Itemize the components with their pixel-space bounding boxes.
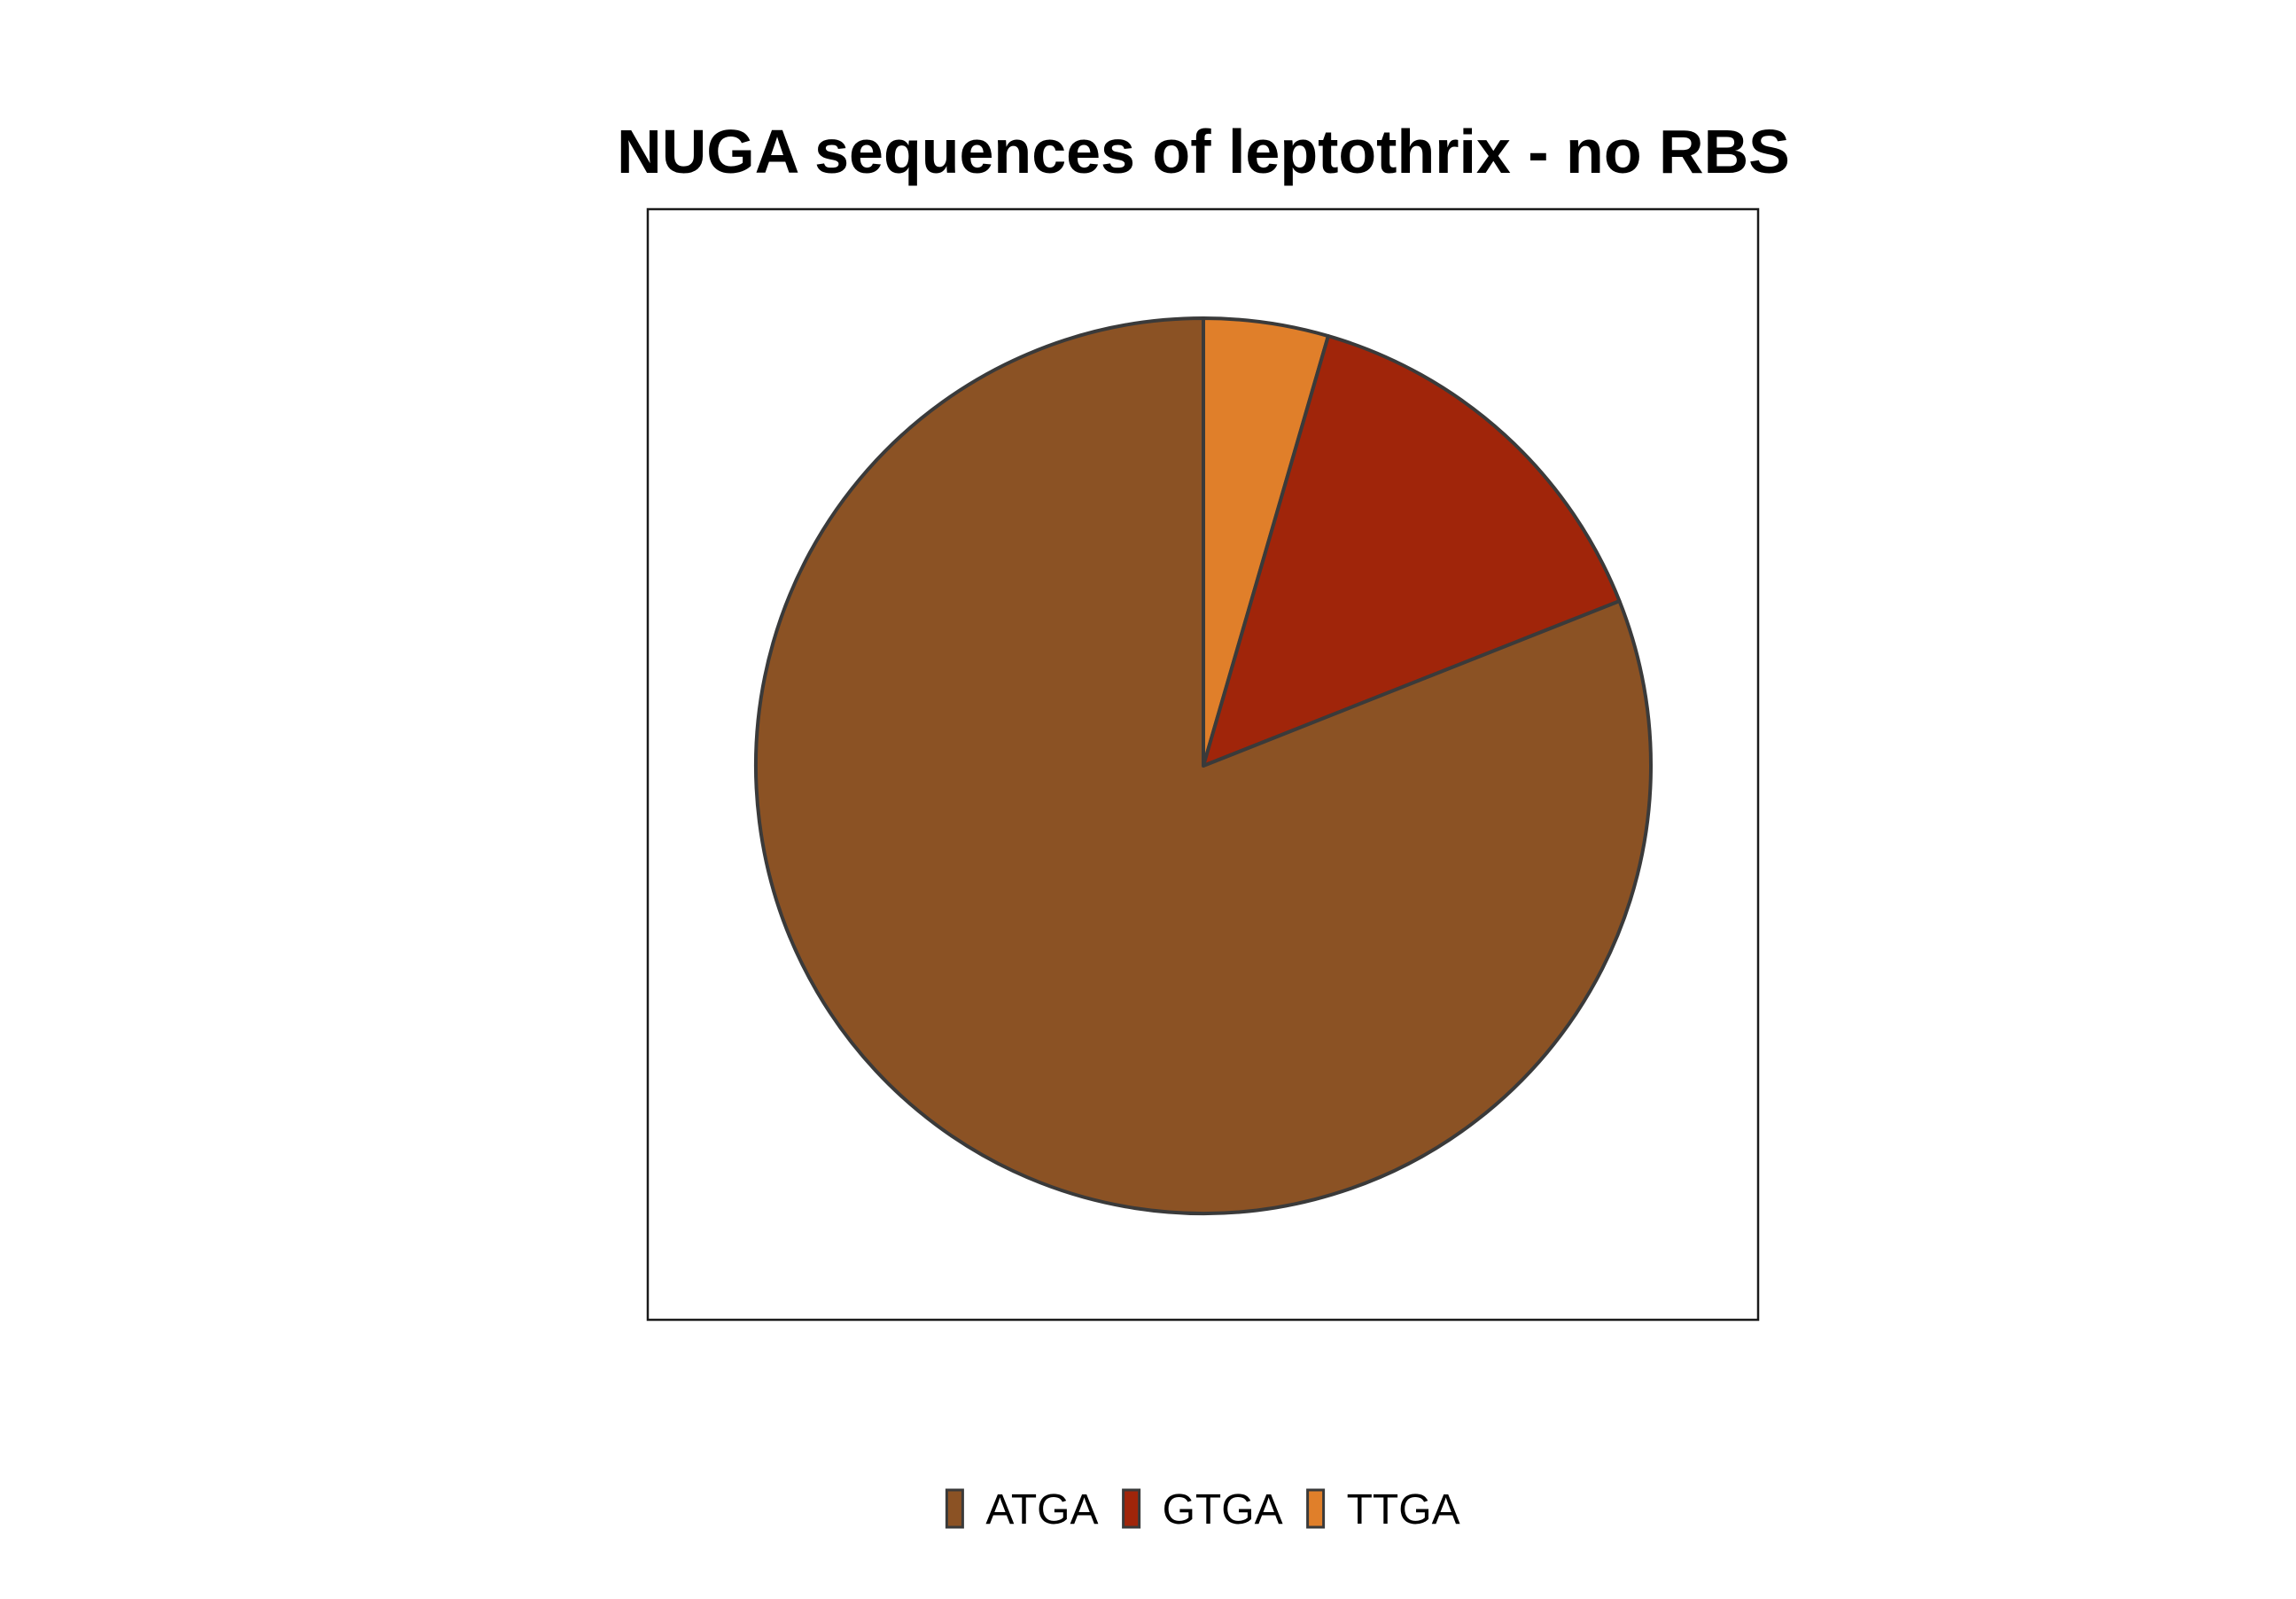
legend: ATGA GTGA TTGA: [945, 1486, 1460, 1533]
legend-key-gtga: [1122, 1488, 1141, 1529]
legend-label-gtga: GTGA: [1163, 1486, 1283, 1533]
legend-key-ttga: [1306, 1488, 1326, 1529]
plot-panel: [646, 207, 1760, 1322]
pie-slice-atga: [754, 316, 1653, 1215]
chart-title: NUGA sequences of leptothrix - no RBS: [617, 117, 1790, 186]
legend-key-atga: [945, 1488, 964, 1529]
pie-slice-gtga: [1202, 334, 1622, 768]
legend-label-ttga: TTGA: [1347, 1486, 1460, 1533]
legend-label-atga: ATGA: [985, 1486, 1098, 1533]
pie-slices: [754, 316, 1653, 1215]
